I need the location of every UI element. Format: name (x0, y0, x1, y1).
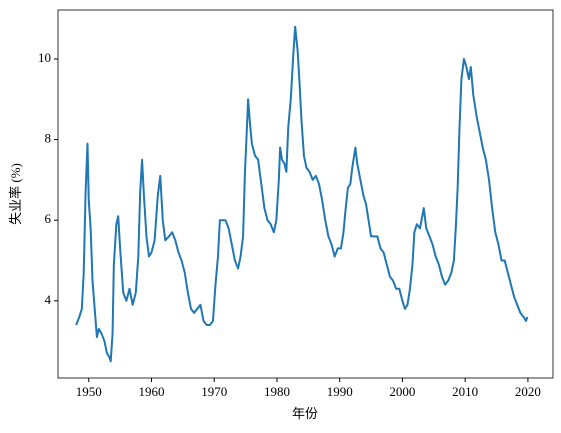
plot-frame (57, 9, 554, 379)
x-axis-label: 年份 (292, 406, 318, 421)
x-tick-label: 2010 (452, 384, 478, 399)
y-tick-label: 8 (45, 131, 52, 146)
x-tick-label: 1990 (327, 384, 353, 399)
y-tick-label: 4 (45, 292, 52, 307)
x-tick-label: 2000 (389, 384, 415, 399)
x-tick-label: 1970 (201, 384, 227, 399)
x-tick-label: 1950 (76, 384, 102, 399)
x-tick-label: 1960 (138, 384, 164, 399)
y-axis-label: 失业率 (%) (8, 163, 23, 225)
x-tick-label: 2020 (515, 384, 541, 399)
y-tick-label: 6 (45, 211, 52, 226)
y-tick-label: 10 (38, 50, 51, 65)
data-line (75, 25, 529, 363)
x-tick-label: 1980 (264, 384, 290, 399)
